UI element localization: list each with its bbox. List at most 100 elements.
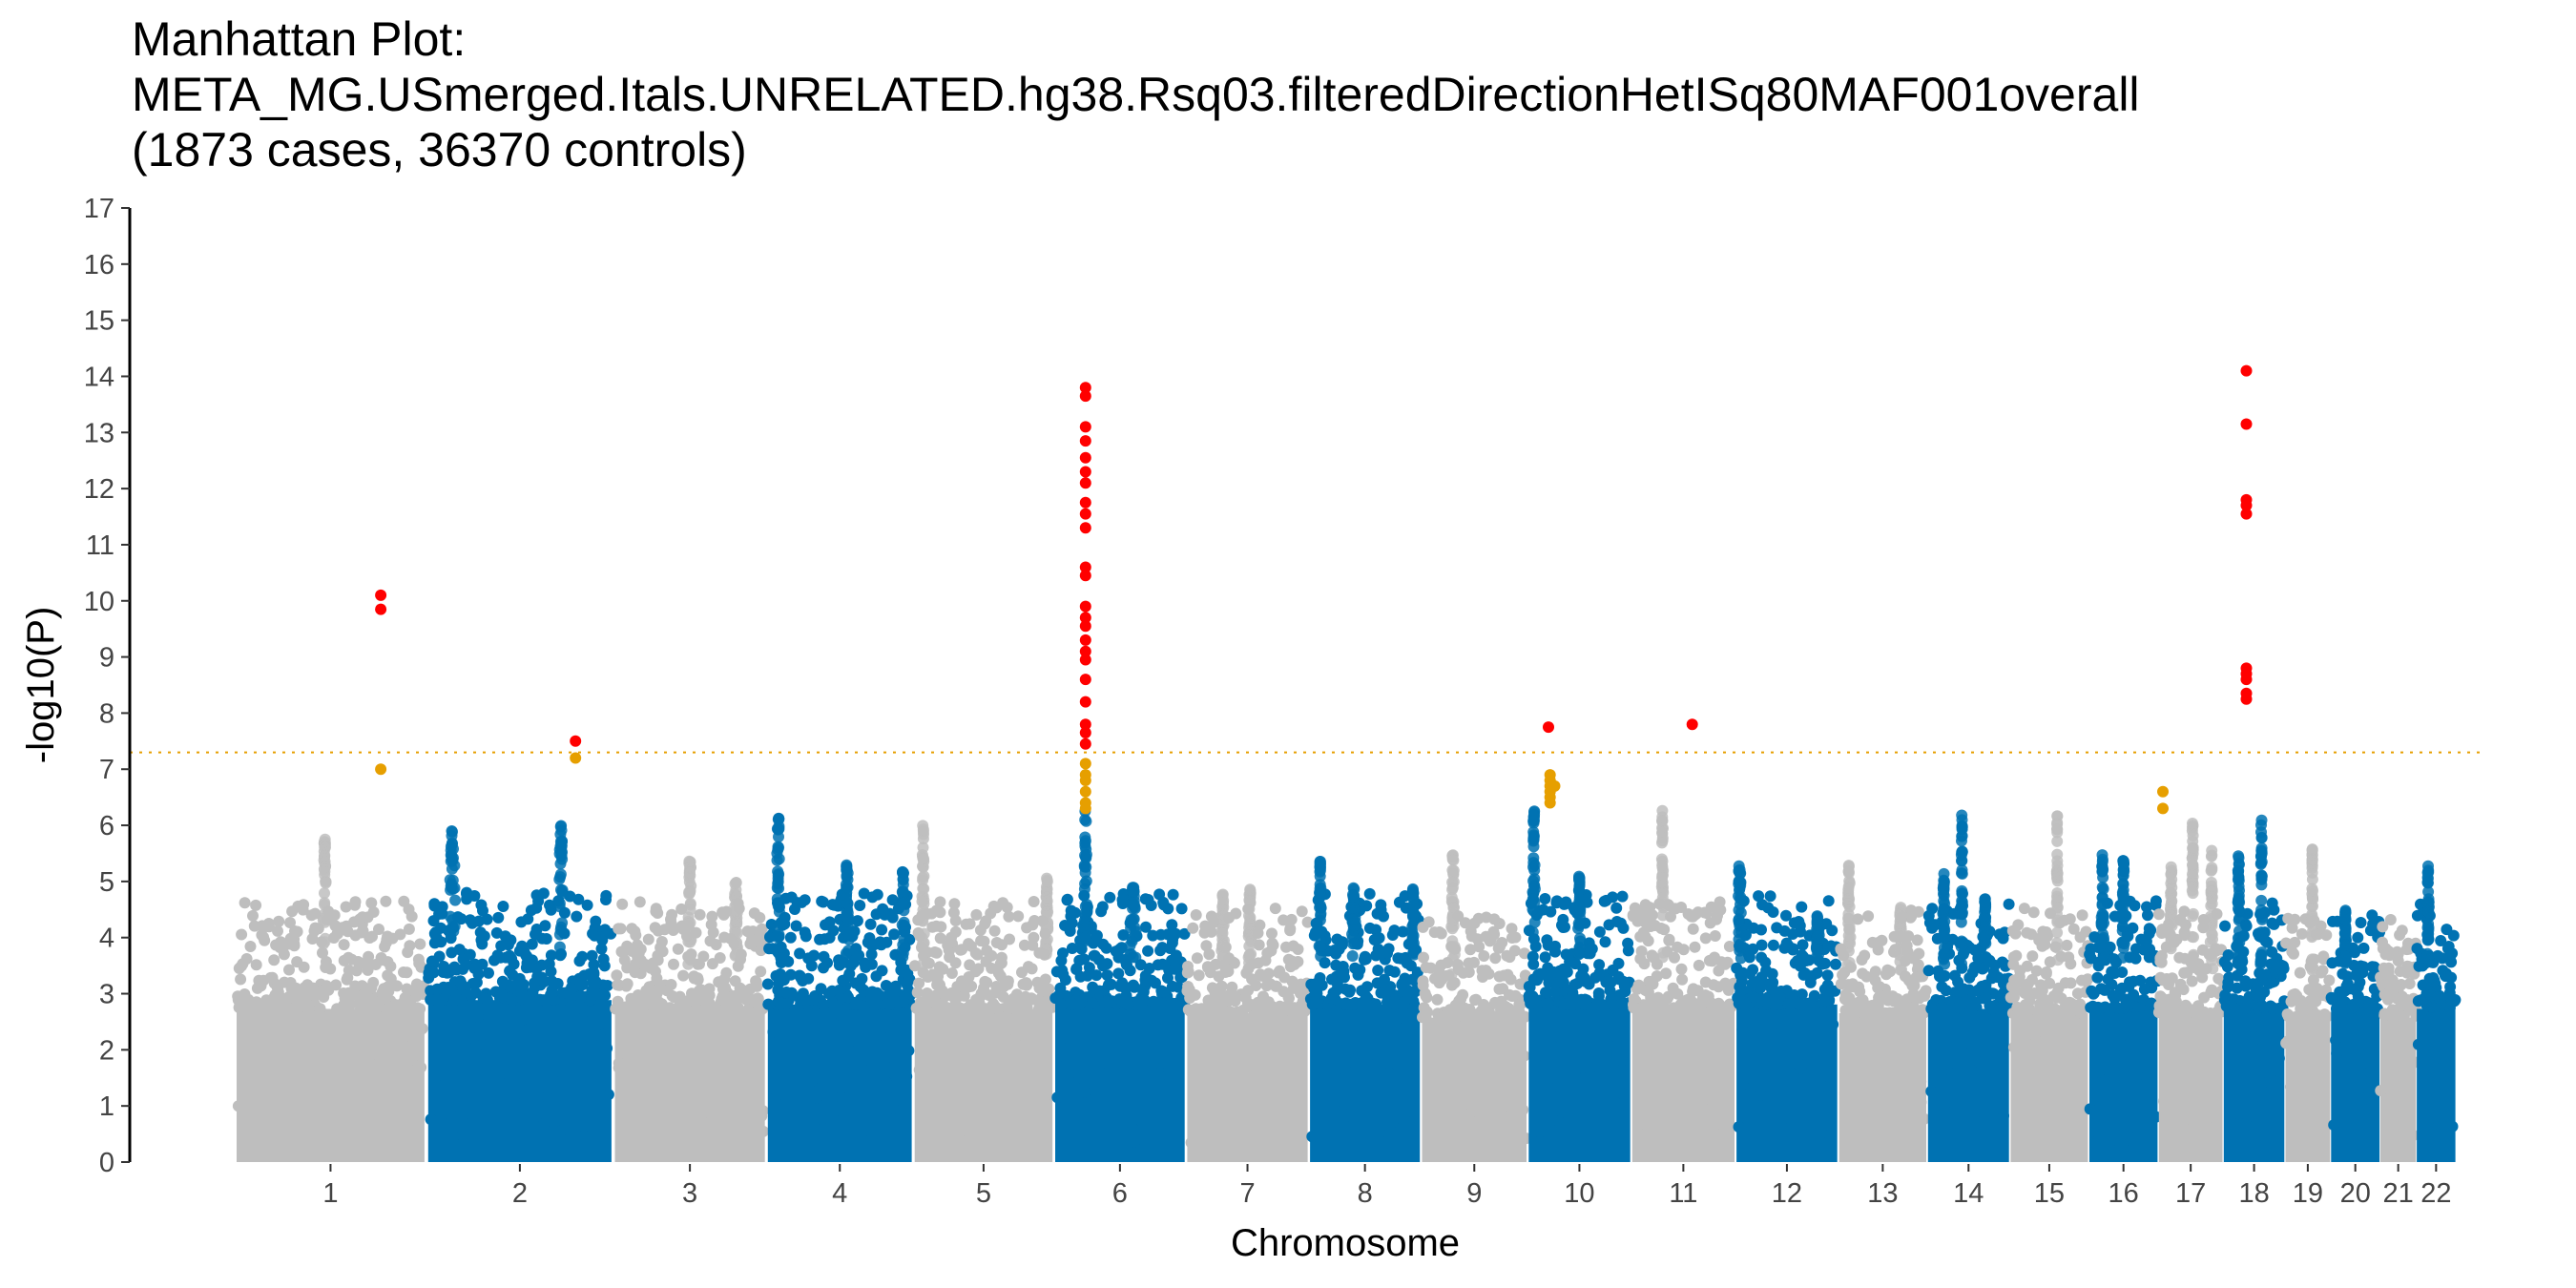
snp-point-chr2 bbox=[536, 932, 549, 945]
snp-point-chr4 bbox=[841, 1043, 854, 1054]
snp-point-chr6 bbox=[1128, 981, 1140, 993]
snp-point-chr15 bbox=[2007, 951, 2020, 964]
snp-point-chr3 bbox=[658, 924, 671, 936]
snp-point-chr5 bbox=[963, 1048, 975, 1060]
snp-point-chr7 bbox=[1284, 923, 1297, 935]
snp-point-chr11 bbox=[1706, 955, 1718, 967]
snp-point-chr1 bbox=[396, 1059, 408, 1071]
snp-point-chr11 bbox=[1675, 902, 1688, 913]
snp-point-chr7 bbox=[1230, 1028, 1242, 1041]
snp-point-chr17 bbox=[2152, 908, 2165, 921]
snp-point-chr4 bbox=[817, 896, 829, 908]
snp-point-chr2 bbox=[554, 858, 567, 870]
snp-point-chr21 bbox=[2381, 1112, 2394, 1125]
snp-point-chr14 bbox=[1996, 1067, 2008, 1079]
snp-point-chr6 bbox=[1127, 897, 1138, 909]
snp-point-chr7 bbox=[1216, 888, 1229, 901]
snp-point-chr4 bbox=[876, 965, 888, 977]
snp-point-chr13 bbox=[1856, 954, 1868, 966]
snp-point-chr4 bbox=[797, 975, 809, 987]
snp-point-chr15 bbox=[2051, 937, 2063, 949]
snp-point-chr9 bbox=[1453, 995, 1465, 1008]
snp-point-chr17 bbox=[2205, 885, 2217, 898]
snp-point-chr3 bbox=[639, 959, 652, 970]
snp-point-chr5 bbox=[942, 939, 954, 951]
snp-point-chr11 bbox=[1669, 951, 1680, 964]
snp-point-chr2 bbox=[447, 838, 458, 850]
snp-point-chr2 bbox=[475, 899, 488, 911]
snp-point-chr3 bbox=[706, 910, 718, 923]
snp-point-chr2 bbox=[601, 1042, 613, 1054]
snp-point-chr1 bbox=[369, 959, 382, 970]
snp-point-chr1 bbox=[399, 1040, 411, 1052]
snp-point-chr2 bbox=[426, 955, 438, 967]
snp-point-chr5 bbox=[947, 906, 960, 919]
snp-point-chr2 bbox=[539, 920, 551, 932]
snp-point-chr15 bbox=[2051, 835, 2064, 847]
snp-point-chr2 bbox=[581, 899, 593, 911]
snp-point-chr15 bbox=[2051, 1046, 2064, 1057]
snp-point-chr5 bbox=[908, 960, 921, 972]
snp-point-chr5 bbox=[931, 1090, 944, 1102]
snp-point-chr3 bbox=[653, 1105, 665, 1117]
snp-point-chr1 bbox=[338, 939, 350, 951]
snp-point-chr4 bbox=[799, 926, 811, 939]
snp-point-chr6 bbox=[1166, 937, 1178, 949]
snp-point-chr21 bbox=[2377, 936, 2388, 948]
snp-point-chr2 bbox=[427, 915, 440, 927]
snp-point-chr17 bbox=[2210, 1039, 2222, 1051]
snp-point-chr12 bbox=[1808, 989, 1820, 1002]
snp-point-chr6 bbox=[1095, 1057, 1108, 1070]
snp-point-chr6 bbox=[1093, 985, 1106, 997]
snp-point-chr8 bbox=[1353, 997, 1365, 1009]
snp-point-chr15 bbox=[2075, 1007, 2087, 1019]
snp-point-chr2 bbox=[504, 949, 516, 962]
snp-point-chr1 bbox=[320, 861, 331, 873]
snp-point-chr20 bbox=[2333, 994, 2345, 1007]
snp-point-chr15 bbox=[2006, 924, 2019, 937]
snp-point-chr3 bbox=[748, 907, 760, 920]
snp-point-chr6 bbox=[1102, 979, 1114, 991]
snp-point-chr11 bbox=[1641, 1126, 1653, 1138]
snp-point-chr12 bbox=[1827, 1018, 1839, 1030]
snp-point-chr1 bbox=[232, 1100, 244, 1112]
snp-point-chr1 bbox=[364, 999, 376, 1011]
snp-point-chr18 bbox=[2221, 961, 2233, 973]
snp-point-chr12 bbox=[1755, 982, 1767, 994]
snp-point-chr9 bbox=[1421, 1007, 1433, 1019]
snp-point-chr18 bbox=[2255, 819, 2267, 831]
snp-point-chr5 bbox=[935, 1023, 947, 1035]
snp-point-chr2 bbox=[554, 821, 567, 833]
snp-point-chr17 bbox=[2179, 1025, 2192, 1037]
snp-point-chr8 bbox=[1331, 978, 1343, 990]
snp-point-chr5 bbox=[988, 924, 1001, 937]
snp-point-chr13 bbox=[1915, 1096, 1927, 1109]
snp-point-chr2 bbox=[430, 926, 442, 938]
snp-point-chr12 bbox=[1777, 1112, 1790, 1125]
snp-point-chr20 bbox=[2356, 1074, 2368, 1086]
snp-point-chr15 bbox=[2051, 869, 2064, 882]
snp-point-chr3 bbox=[706, 958, 718, 970]
snp-point-chr17 bbox=[2187, 859, 2198, 871]
snp-point-chr7 bbox=[1240, 1130, 1253, 1142]
snp-point-chr1 bbox=[315, 985, 327, 997]
snp-point-chr14 bbox=[1969, 944, 1981, 956]
snp-point-chr6 bbox=[1055, 1032, 1068, 1045]
snp-point-chr1 bbox=[318, 938, 329, 950]
snp-point-chr9 bbox=[1506, 923, 1518, 935]
snp-point-chr10 bbox=[1552, 977, 1565, 989]
snp-point-chr2 bbox=[526, 938, 538, 950]
snp-point-chr21 bbox=[2391, 945, 2403, 958]
snp-point-chr2 bbox=[478, 930, 490, 943]
snp-point-chr9 bbox=[1427, 1102, 1440, 1113]
snp-point-chr13 bbox=[1867, 1111, 1880, 1124]
snp-point-chr16 bbox=[2116, 888, 2129, 901]
snp-point-chr6 bbox=[1066, 943, 1078, 954]
snp-point-chr21 bbox=[2384, 914, 2397, 925]
snp-point-chr17 bbox=[2187, 818, 2198, 829]
snp-point-chr6 bbox=[1154, 928, 1167, 941]
snp-point-chr7 bbox=[1259, 954, 1272, 966]
snp-point-chr5 bbox=[1039, 1091, 1051, 1103]
snp-point-chr14 bbox=[1939, 924, 1951, 936]
snp-point-chr2 bbox=[446, 946, 458, 959]
